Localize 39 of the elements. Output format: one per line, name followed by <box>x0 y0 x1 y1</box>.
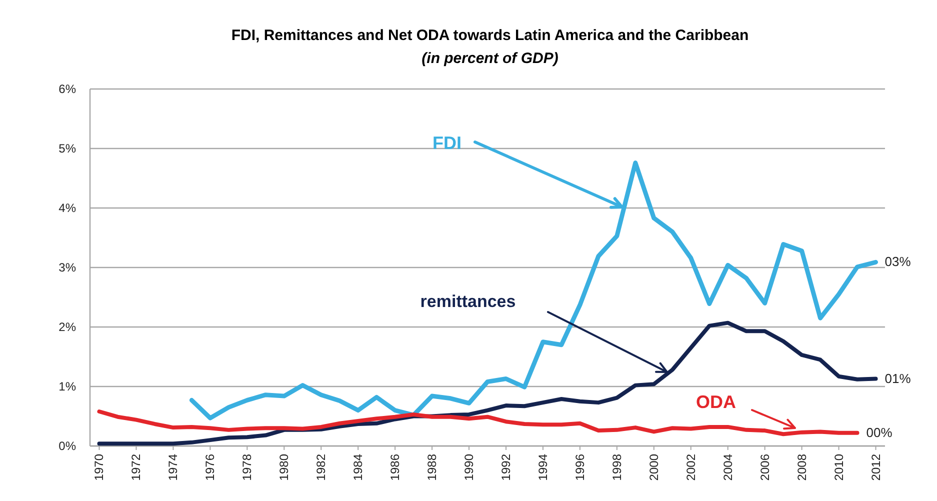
line-series <box>189 160 878 420</box>
x-tick-label: 1984 <box>351 454 366 481</box>
y-tick-label: 2% <box>58 320 76 334</box>
x-tick-label: 1974 <box>166 454 180 481</box>
text: FDI <box>432 133 462 153</box>
x-tick-label: 1988 <box>425 454 440 481</box>
x-tick-label: 1972 <box>129 454 144 481</box>
line-series <box>97 409 860 436</box>
x-tick-label: 1990 <box>462 454 476 481</box>
x-tick-label: 2008 <box>794 454 809 481</box>
x-tick-label: 2006 <box>758 454 772 481</box>
annotation: 01% <box>884 370 912 386</box>
x-tick-label: 1998 <box>610 454 624 481</box>
x-tick-label: 1980 <box>277 454 292 481</box>
x-tick-label: 1976 <box>203 454 218 481</box>
x-tick-label: 1982 <box>314 454 328 481</box>
x-tick-label: 2004 <box>720 454 735 481</box>
y-tick-label: 5% <box>58 142 76 156</box>
y-tick-label: 4% <box>58 201 76 215</box>
chart-title: FDI, Remittances and Net ODA towards Latin America and the Caribbean <box>231 27 749 44</box>
x-tick-label: 2000 <box>646 454 661 481</box>
x-tick-label: 1970 <box>92 454 106 481</box>
annotation: 03% <box>884 254 912 270</box>
x-tick-label: 1992 <box>498 454 513 481</box>
y-tick-label: 6% <box>58 82 76 96</box>
y-tick-label: 0% <box>58 439 76 453</box>
y-tick-label: 1% <box>58 380 76 394</box>
chart-subtitle: (in percent of GDP) <box>422 50 558 67</box>
x-tick-label: 2012 <box>868 454 883 481</box>
annotation: 00% <box>866 424 893 440</box>
series-label: ODA <box>696 392 736 412</box>
x-tick-label: 2002 <box>684 454 698 481</box>
text: remittances <box>420 292 516 311</box>
y-tick-label: 3% <box>58 260 76 274</box>
x-tick-label: 1986 <box>388 454 402 481</box>
x-tick-label: 1978 <box>240 454 254 481</box>
x-tick-label: 1996 <box>572 454 587 481</box>
x-tick-label: 1994 <box>536 454 550 481</box>
x-tick-label: 2010 <box>832 454 846 481</box>
